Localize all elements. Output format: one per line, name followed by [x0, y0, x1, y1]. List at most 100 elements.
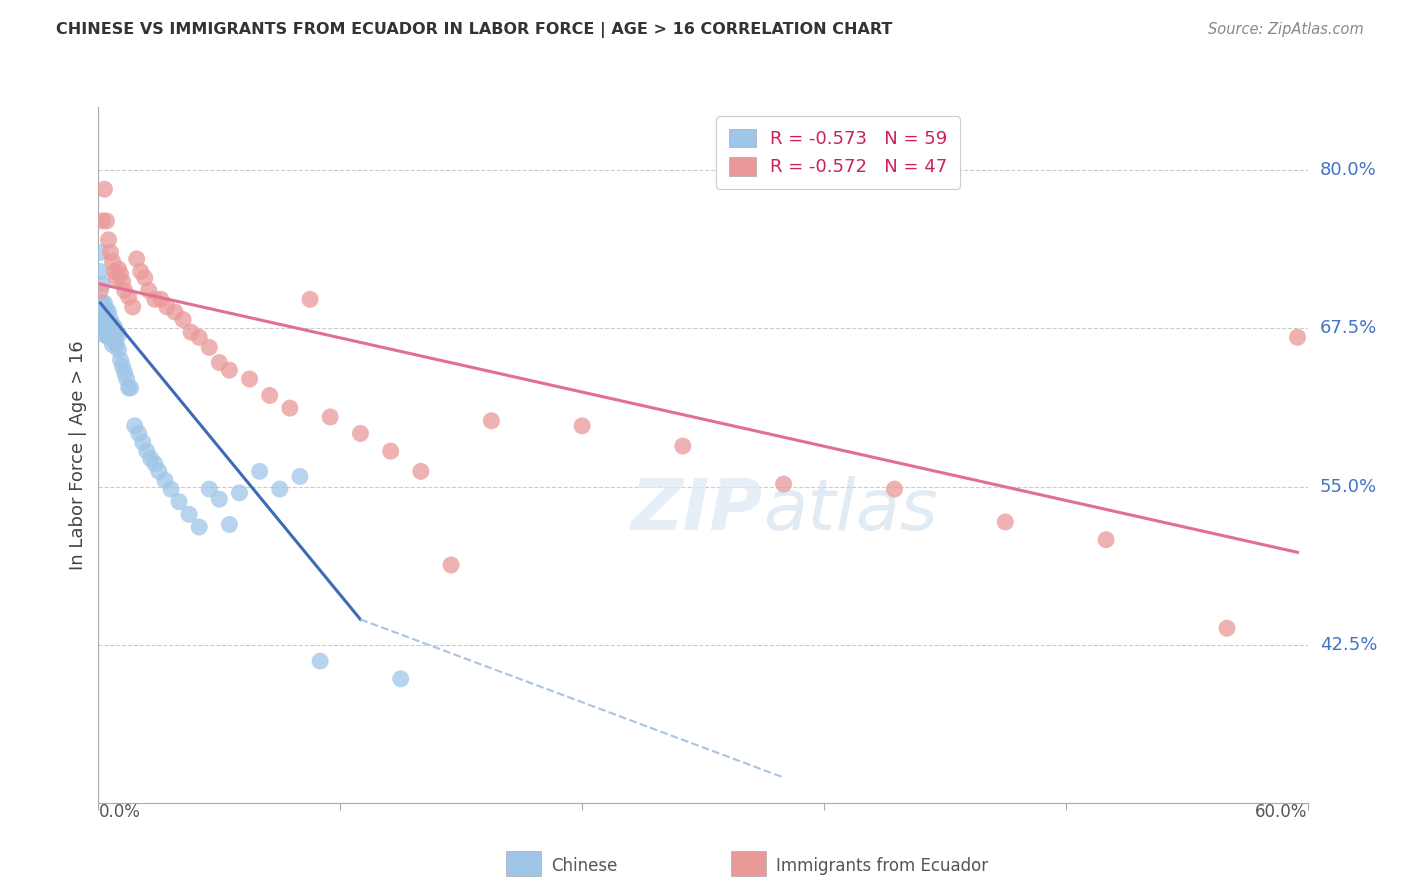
Point: [103, 330, 125, 344]
Point: [97, 305, 120, 319]
Point: [110, 267, 132, 281]
Point: [167, 494, 190, 508]
Point: [101, 254, 124, 268]
Point: [121, 300, 143, 314]
Point: [115, 372, 138, 386]
Point: [96, 309, 118, 323]
Point: [107, 327, 129, 342]
Point: [994, 515, 1017, 529]
Text: ZIP: ZIP: [631, 476, 763, 545]
Point: [89, 296, 111, 310]
Point: [93, 296, 115, 310]
Point: [96, 302, 118, 317]
Point: [97, 330, 120, 344]
Point: [107, 343, 129, 357]
Point: [132, 435, 155, 450]
Point: [111, 359, 134, 374]
Point: [128, 426, 150, 441]
Point: [114, 366, 136, 380]
Point: [105, 338, 128, 352]
Point: [389, 672, 412, 686]
Point: [93, 327, 115, 342]
Point: [1095, 533, 1118, 547]
Point: [349, 426, 371, 441]
Point: [107, 262, 129, 277]
Point: [153, 473, 176, 487]
Text: Chinese: Chinese: [551, 857, 617, 875]
Text: atlas: atlas: [763, 476, 938, 545]
Point: [177, 508, 201, 522]
Point: [198, 340, 221, 354]
Text: 0.0%: 0.0%: [98, 803, 141, 821]
Point: [156, 300, 179, 314]
Point: [89, 264, 111, 278]
Point: [100, 312, 122, 326]
Text: 42.5%: 42.5%: [1320, 636, 1376, 654]
Point: [269, 482, 291, 496]
Point: [208, 355, 231, 369]
Point: [772, 477, 794, 491]
Point: [299, 293, 322, 307]
Point: [96, 327, 118, 342]
Point: [105, 325, 128, 339]
Point: [135, 444, 157, 458]
Point: [91, 296, 114, 310]
Point: [120, 381, 142, 395]
Point: [103, 320, 125, 334]
Point: [96, 214, 118, 228]
Point: [380, 444, 402, 458]
Point: [93, 182, 115, 196]
Point: [91, 321, 114, 335]
Point: [198, 482, 221, 496]
Point: [288, 469, 311, 483]
Point: [208, 492, 231, 507]
Text: Immigrants from Ecuador: Immigrants from Ecuador: [776, 857, 988, 875]
Point: [110, 353, 132, 368]
Point: [138, 284, 160, 298]
Point: [139, 451, 162, 466]
Point: [571, 418, 593, 433]
Point: [97, 233, 120, 247]
Point: [259, 388, 281, 402]
Point: [101, 338, 124, 352]
Point: [100, 320, 122, 334]
Point: [148, 464, 170, 478]
Point: [218, 517, 240, 532]
Y-axis label: In Labor Force | Age > 16: In Labor Force | Age > 16: [69, 340, 87, 570]
Point: [100, 330, 122, 344]
Point: [103, 264, 125, 278]
Legend: R = -0.573   N = 59, R = -0.572   N = 47: R = -0.573 N = 59, R = -0.572 N = 47: [716, 116, 960, 189]
Point: [143, 457, 166, 471]
Text: Source: ZipAtlas.com: Source: ZipAtlas.com: [1208, 22, 1364, 37]
Point: [89, 245, 111, 260]
Point: [118, 381, 141, 395]
Point: [91, 277, 114, 292]
Point: [114, 284, 136, 298]
Point: [309, 654, 332, 668]
Point: [440, 558, 463, 572]
Point: [180, 325, 202, 339]
Point: [89, 284, 111, 298]
Point: [218, 363, 240, 377]
Point: [239, 372, 262, 386]
Point: [91, 309, 114, 323]
Text: CHINESE VS IMMIGRANTS FROM ECUADOR IN LABOR FORCE | AGE > 16 CORRELATION CHART: CHINESE VS IMMIGRANTS FROM ECUADOR IN LA…: [56, 22, 893, 38]
Point: [125, 252, 148, 266]
Point: [101, 318, 124, 332]
Point: [249, 464, 271, 478]
Point: [91, 214, 114, 228]
Point: [134, 270, 156, 285]
Point: [883, 482, 905, 496]
Text: 67.5%: 67.5%: [1320, 319, 1376, 337]
Point: [101, 327, 124, 342]
Point: [163, 305, 186, 319]
Point: [105, 270, 128, 285]
Point: [93, 321, 115, 335]
Point: [111, 275, 134, 289]
Point: [188, 330, 211, 344]
Point: [319, 409, 342, 424]
Point: [118, 290, 141, 304]
Point: [129, 264, 152, 278]
Point: [188, 520, 211, 534]
Point: [278, 401, 301, 416]
